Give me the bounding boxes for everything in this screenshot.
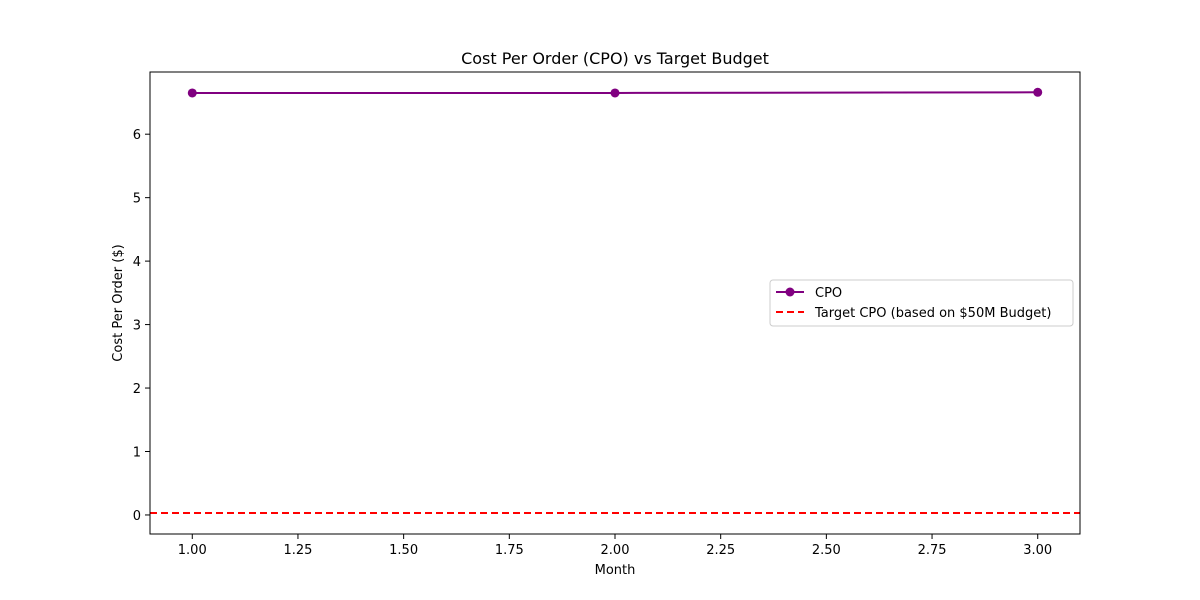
- y-axis-ticks: 0 1 2 3 4 5 6: [133, 128, 150, 524]
- y-tick-label: 1: [133, 446, 141, 461]
- chart-title: Cost Per Order (CPO) vs Target Budget: [461, 49, 769, 68]
- legend-frame: [769, 279, 1074, 327]
- x-axis-ticks: 1.00 1.25 1.50 1.75 2.00 2.25 2.50 2.75 3.00: [178, 534, 1052, 558]
- y-tick-label: 6: [133, 128, 141, 143]
- cpo-data-point: [187, 88, 197, 98]
- x-tick-label: 2.25: [706, 543, 735, 558]
- cpo-data-point: [610, 88, 620, 98]
- legend-entry-label: Target CPO (based on $50M Budget): [814, 306, 1051, 321]
- y-tick-label: 5: [133, 192, 141, 207]
- x-tick-label: 1.25: [283, 543, 312, 558]
- x-tick-label: 3.00: [1023, 543, 1052, 558]
- x-tick-label: 1.75: [495, 543, 524, 558]
- y-tick-label: 4: [133, 255, 141, 270]
- y-tick-label: 2: [133, 382, 141, 397]
- x-tick-label: 1.00: [178, 543, 207, 558]
- y-axis-label: Cost Per Order ($): [111, 244, 126, 361]
- legend-cpo-swatch-marker: [785, 287, 795, 297]
- y-tick-label: 0: [133, 509, 141, 524]
- legend-entry-label: CPO: [815, 286, 842, 301]
- x-tick-label: 2.00: [601, 543, 630, 558]
- y-tick-label: 3: [133, 319, 141, 334]
- x-axis-label: Month: [595, 563, 636, 578]
- legend: CPO Target CPO (based on $50M Budget): [769, 279, 1074, 327]
- plot-area: [150, 87, 1080, 515]
- x-tick-label: 2.75: [918, 543, 947, 558]
- cpo-data-point: [1033, 87, 1043, 97]
- x-tick-label: 2.50: [812, 543, 841, 558]
- x-tick-label: 1.50: [389, 543, 418, 558]
